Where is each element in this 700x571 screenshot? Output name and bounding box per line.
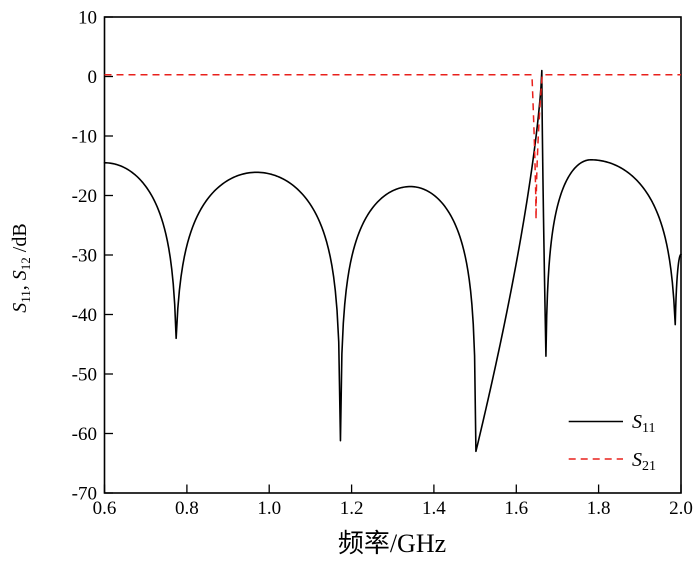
- svg-text:1.6: 1.6: [504, 498, 528, 519]
- svg-text:-50: -50: [72, 365, 97, 386]
- svg-text:-20: -20: [72, 186, 97, 207]
- svg-text:1.4: 1.4: [422, 498, 446, 519]
- svg-text:0.6: 0.6: [93, 498, 117, 519]
- svg-text:1.0: 1.0: [257, 498, 281, 519]
- svg-text:S21: S21: [632, 449, 656, 474]
- svg-text:S11: S11: [632, 411, 655, 436]
- svg-text:S11, S12 /dB: S11, S12 /dB: [9, 223, 33, 312]
- svg-text:-40: -40: [72, 305, 97, 326]
- svg-text:频率/GHz: 频率/GHz: [338, 529, 446, 558]
- svg-text:-30: -30: [72, 246, 97, 267]
- svg-text:0: 0: [88, 67, 98, 88]
- svg-text:-60: -60: [72, 424, 97, 445]
- svg-text:0.8: 0.8: [175, 498, 199, 519]
- svg-text:2.0: 2.0: [669, 498, 693, 519]
- svg-text:10: 10: [78, 8, 97, 29]
- svg-text:-10: -10: [72, 127, 97, 148]
- svg-text:1.8: 1.8: [587, 498, 611, 519]
- svg-text:1.2: 1.2: [340, 498, 364, 519]
